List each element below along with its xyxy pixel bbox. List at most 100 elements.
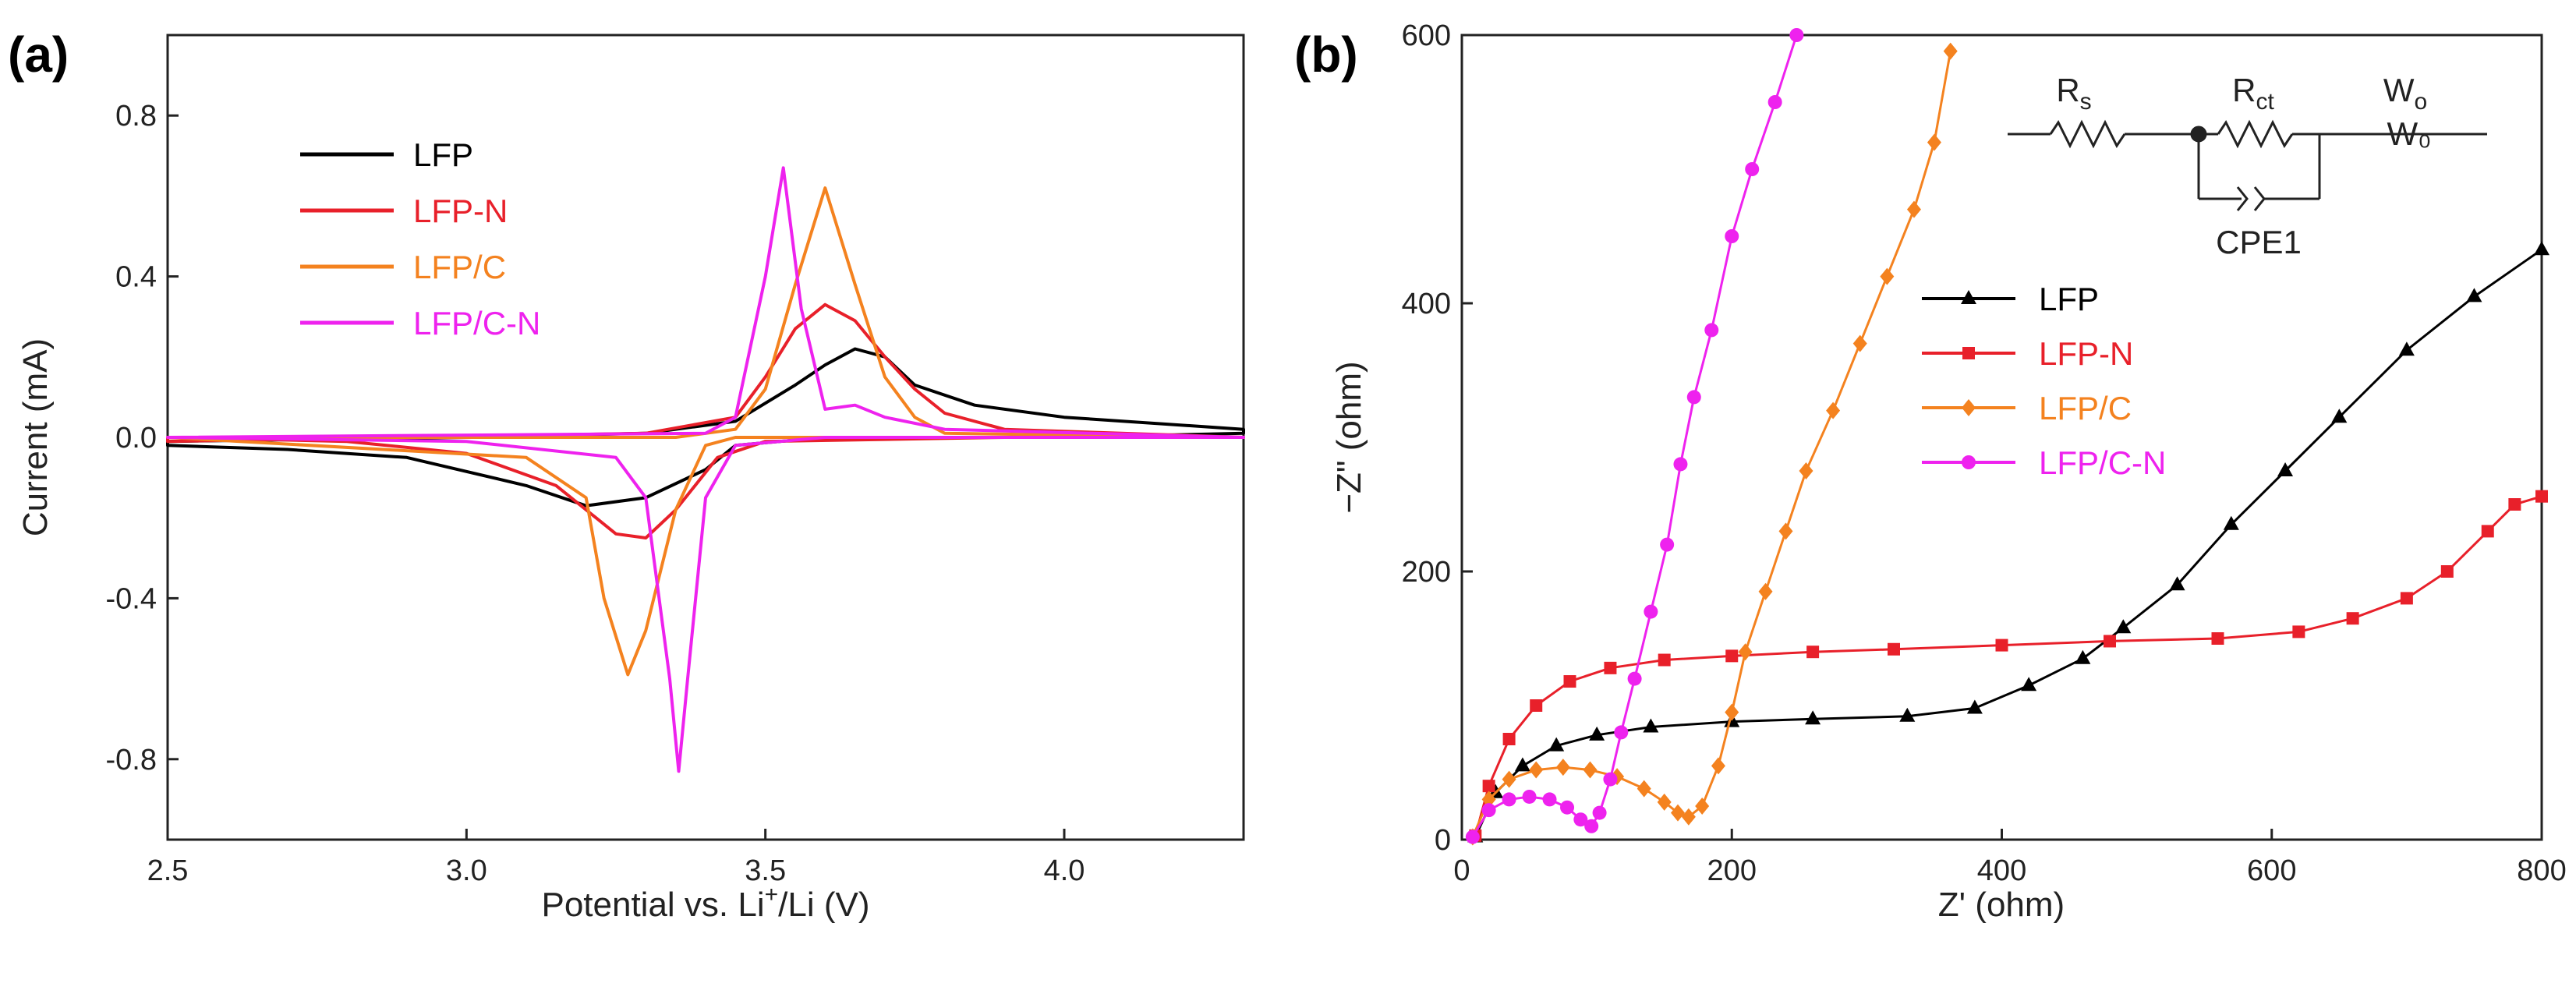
legend-marker-shape-lfp-c — [1962, 399, 1976, 416]
eis-point-lfp-c-n — [1603, 772, 1618, 787]
eis-point-lfp-n — [2346, 612, 2359, 625]
circuit-label-wo-sub: o — [2414, 89, 2427, 115]
eis-point-lfp-c-n — [1627, 671, 1642, 686]
eis-point-lfp-c — [1637, 780, 1651, 798]
panel-b-x-tick-label: 200 — [1707, 854, 1757, 887]
eis-point-lfp-c-n — [1465, 830, 1480, 844]
panel-a-x-tick-label: 3.5 — [745, 854, 786, 887]
eis-point-lfp-n — [2508, 498, 2521, 511]
eis-point-lfp-c-n — [1767, 95, 1782, 109]
panel-a-x-tick-label: 4.0 — [1044, 854, 1085, 887]
eis-point-lfp-c — [1711, 757, 1725, 775]
x-axis-title-superscript: + — [765, 882, 779, 907]
panel-b-y-tick-label: 400 — [1402, 288, 1451, 320]
eis-point-lfp — [2075, 649, 2091, 664]
eis-point-lfp-c-n — [1789, 28, 1804, 42]
equivalent-circuit-inset — [2008, 119, 2487, 211]
panel-b-x-tick-label: 600 — [2247, 854, 2296, 887]
eis-point-lfp — [2021, 677, 2037, 692]
eis-point-lfp-n — [1530, 699, 1543, 712]
eis-point-lfp-n — [2292, 625, 2305, 638]
eis-point-lfp-n — [1563, 675, 1576, 688]
eis-point-lfp-c-n — [1725, 229, 1739, 243]
circuit-label-rs-sub: s — [2080, 89, 2092, 115]
panel-a-y-tick-label: -0.4 — [106, 582, 157, 615]
eis-point-lfp — [2331, 409, 2348, 423]
eis-point-lfp-c — [1826, 401, 1841, 419]
eis-point-lfp-n — [1658, 653, 1671, 667]
eis-point-lfp — [2398, 341, 2415, 356]
eis-point-lfp-c-n — [1704, 323, 1719, 338]
panel-a-y-tick-label: 0.8 — [115, 100, 157, 133]
eis-point-lfp-n — [1604, 661, 1617, 674]
eis-point-lfp-c-n — [1592, 805, 1607, 820]
legend-label-lfp-n: LFP-N — [2039, 335, 2133, 372]
eis-point-lfp-n — [2104, 635, 2116, 648]
eis-point-lfp — [2466, 288, 2482, 302]
eis-point-lfp-c — [1927, 133, 1941, 151]
legend-marker-shape-lfp — [1961, 290, 1976, 304]
eis-point-lfp-n — [1502, 733, 1516, 745]
eis-point-lfp — [1589, 726, 1605, 741]
panel-a-label: (a) — [8, 27, 69, 83]
eis-point-lfp-n — [2481, 525, 2494, 538]
x-axis-title-main: Potential vs. Li — [541, 886, 764, 924]
panel-a-x-tick-label: 2.5 — [147, 854, 189, 887]
eis-point-lfp-n — [1995, 638, 2008, 652]
legend-marker-lfp-c — [1962, 399, 1976, 416]
eis-point-lfp-n — [1725, 649, 1739, 663]
eis-point-lfp-n — [2400, 592, 2413, 605]
circuit-label-rs-main: R — [2056, 72, 2079, 108]
panel-b-y-tick-label: 600 — [1402, 19, 1451, 52]
panel-b-x-tick-label: 800 — [2517, 854, 2566, 887]
legend-marker-shape-lfp-n — [1962, 347, 1975, 359]
legend-label-lfp-n: LFP-N — [413, 193, 508, 229]
legend-marker-shape-lfp-c-n — [1962, 455, 1976, 469]
cpe-element-right-icon — [2253, 186, 2266, 211]
eis-point-lfp-c-n — [1584, 819, 1599, 833]
eis-point-lfp-c-n — [1573, 812, 1588, 827]
legend-marker-lfp-n — [1962, 347, 1975, 359]
legend-marker-lfp — [1961, 290, 1976, 304]
eis-point-lfp-c-n — [1481, 803, 1496, 818]
eis-line-lfp-c-n — [1471, 34, 1798, 838]
resistor-rct-icon — [2217, 119, 2294, 149]
panel-a-legend: LFP LFP-N LFP/C LFP/C-N — [300, 136, 540, 341]
panel-b-curves — [1465, 28, 2549, 846]
eis-point-lfp — [1966, 699, 1983, 714]
eis-point-lfp-c-n — [1614, 725, 1629, 740]
legend-label-lfp: LFP — [2039, 281, 2099, 317]
panel-b-legend: LFP LFP-N LFP/C LFP/C-N — [1922, 281, 2166, 481]
legend-label-lfp-c: LFP/C — [413, 249, 506, 285]
eis-point-lfp-c-n — [1673, 457, 1688, 472]
eis-point-lfp-c — [1583, 761, 1598, 779]
panel-a-x-tick-label: 3.0 — [446, 854, 487, 887]
eis-point-lfp — [2169, 576, 2185, 591]
eis-point-lfp — [2277, 462, 2294, 476]
panel-b-ticks: 0 200 400 600 800 0 200 400 600 — [1402, 19, 2567, 887]
cpe-element-left-icon — [2236, 186, 2249, 211]
panel-b-y-axis-title: −Z" (ohm) — [1330, 361, 1368, 513]
eis-point-lfp — [2115, 619, 2132, 634]
circuit-label-wo: Wo — [2383, 72, 2427, 115]
eis-point-lfp-c — [1555, 759, 1570, 776]
legend-label-lfp: LFP — [413, 136, 473, 173]
eis-point-lfp-c-n — [1542, 792, 1557, 807]
eis-point-lfp-c — [1943, 42, 1958, 60]
eis-point-lfp-c — [1758, 582, 1773, 600]
eis-point-lfp-c — [1852, 334, 1867, 352]
eis-line-lfp — [1474, 248, 2542, 838]
eis-point-lfp — [2223, 515, 2239, 530]
cv-curve-lfp-c-n — [166, 166, 1245, 773]
eis-point-lfp-c — [1657, 793, 1672, 811]
eis-point-lfp-c — [1671, 804, 1685, 822]
eis-point-lfp — [1805, 710, 1821, 725]
eis-point-lfp-n — [1888, 642, 1900, 656]
panel-b-y-tick-label: 0 — [1435, 824, 1451, 857]
panel-b-nyquist-plot: (b) 0 200 400 600 800 0 200 400 600 −Z" (ohm) Z'… — [1294, 19, 2567, 924]
eis-point-lfp-c-n — [1745, 162, 1760, 176]
panel-a-y-axis-title: Current (mA) — [16, 338, 55, 536]
eis-point-lfp-c — [1778, 522, 1793, 540]
circuit-label-rs: Rs — [2056, 72, 2091, 115]
